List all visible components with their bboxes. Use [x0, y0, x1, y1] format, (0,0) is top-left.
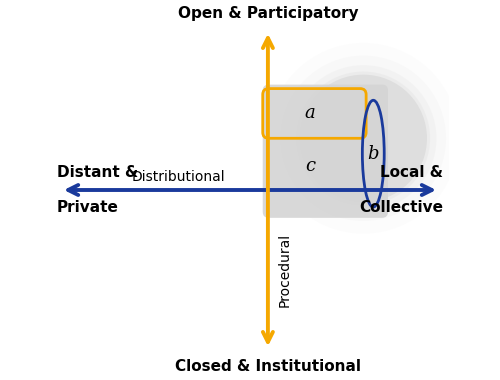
Text: Distant &: Distant & — [57, 165, 138, 180]
Text: Private: Private — [57, 200, 119, 215]
Text: Procedural: Procedural — [278, 233, 292, 307]
Ellipse shape — [296, 71, 430, 205]
Text: c: c — [305, 157, 315, 175]
Ellipse shape — [300, 74, 427, 202]
Ellipse shape — [280, 55, 446, 221]
Text: Open & Participatory: Open & Participatory — [178, 6, 358, 21]
Text: a: a — [304, 104, 315, 122]
Text: Local &: Local & — [380, 165, 443, 180]
Ellipse shape — [290, 65, 436, 212]
Text: Closed & Institutional: Closed & Institutional — [175, 359, 361, 374]
Text: b: b — [368, 145, 379, 163]
Text: Distributional: Distributional — [132, 170, 225, 184]
FancyBboxPatch shape — [262, 85, 388, 218]
Text: Collective: Collective — [359, 200, 443, 215]
